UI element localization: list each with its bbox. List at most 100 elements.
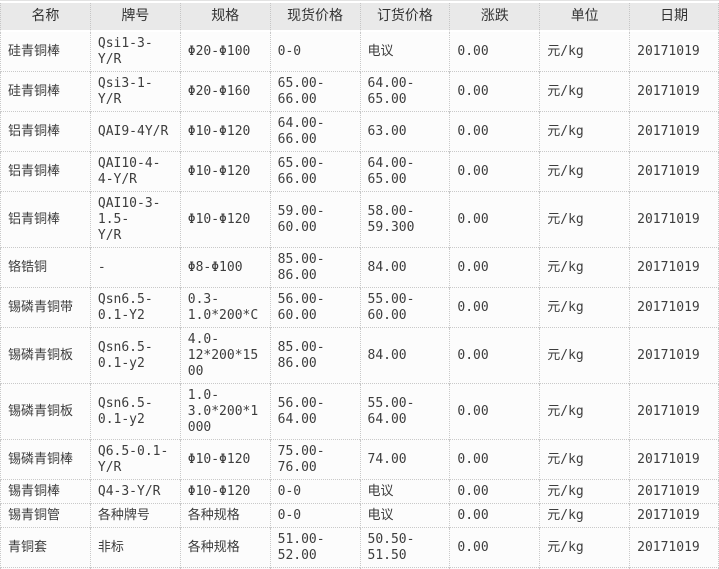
cell-change: 0.00 xyxy=(449,328,540,384)
cell-spec: Φ10-Φ120 xyxy=(179,152,270,192)
cell-brand: Qsn6.5-0.1-y2 xyxy=(89,384,180,440)
cell-unit: 元/kg xyxy=(539,384,630,440)
cell-name: 锡青铜管 xyxy=(0,504,90,528)
table-row: 铝青铜棒 QAI10-3-1.5- Y/R Φ10-Φ120 59.00-60.00 5… xyxy=(0,192,719,248)
cell-name: 锡磷青铜棒 xyxy=(0,440,90,480)
cell-date: 20171019 xyxy=(629,504,719,528)
price-table: 名称 牌号 规格 现货价格 订货价格 涨跌 单位 日期 硅青铜棒 Qsi1-3-Y… xyxy=(0,3,719,569)
cell-order-price: 74.00 xyxy=(359,440,450,480)
cell-brand: Qsn6.5-0.1-Y2 xyxy=(89,288,180,328)
cell-brand: Q4-3-Y/R xyxy=(89,480,180,504)
cell-change: 0.00 xyxy=(449,248,540,288)
cell-order-price: 55.00-60.00 xyxy=(359,288,450,328)
cell-brand: Qsn6.5-0.1-y2 xyxy=(89,328,180,384)
cell-spot-price: 0-0 xyxy=(269,480,360,504)
cell-change: 0.00 xyxy=(449,112,540,152)
cell-spec: Φ10-Φ120 xyxy=(179,480,270,504)
column-header-name: 名称 xyxy=(0,3,90,32)
cell-change: 0.00 xyxy=(449,440,540,480)
cell-order-price: 84.00 xyxy=(359,248,450,288)
cell-spec: Φ20-Φ160 xyxy=(179,72,270,112)
cell-spot-price: 85.00-86.00 xyxy=(269,248,360,288)
cell-spot-price: 51.00-52.00 xyxy=(269,528,360,568)
cell-change: 0.00 xyxy=(449,288,540,328)
cell-unit: 元/kg xyxy=(539,192,630,248)
cell-change: 0.00 xyxy=(449,192,540,248)
cell-change: 0.00 xyxy=(449,384,540,440)
cell-spec: Φ8-Φ100 xyxy=(179,248,270,288)
cell-date: 20171019 xyxy=(629,32,719,72)
cell-spot-price: 0-0 xyxy=(269,32,360,72)
table-row: 锡青铜棒 Q4-3-Y/R Φ10-Φ120 0-0 电议 0.00 元/kg 2017101… xyxy=(0,480,719,504)
cell-unit: 元/kg xyxy=(539,112,630,152)
cell-unit: 元/kg xyxy=(539,72,630,112)
cell-date: 20171019 xyxy=(629,192,719,248)
cell-brand: QAI9-4Y/R xyxy=(89,112,180,152)
cell-spot-price: 0-0 xyxy=(269,504,360,528)
cell-date: 20171019 xyxy=(629,72,719,112)
cell-unit: 元/kg xyxy=(539,504,630,528)
cell-name: 硅青铜棒 xyxy=(0,72,90,112)
cell-order-price: 64.00-65.00 xyxy=(359,72,450,112)
cell-order-price: 64.00-65.00 xyxy=(359,152,450,192)
cell-name: 硅青铜棒 xyxy=(0,32,90,72)
cell-brand: QAI10-3-1.5- Y/R xyxy=(89,192,180,248)
cell-name: 锡青铜棒 xyxy=(0,480,90,504)
cell-order-price: 84.00 xyxy=(359,328,450,384)
table-row: 青铜套 非标 各种规格 51.00-52.00 50.50-51.50 0.00 元/kg 2… xyxy=(0,528,719,568)
cell-spec: 4.0- 12*200*1500 xyxy=(179,328,270,384)
cell-spot-price: 56.00-60.00 xyxy=(269,288,360,328)
table-row: 铝青铜棒 QAI9-4Y/R Φ10-Φ120 64.00-66.00 63.00 0.0… xyxy=(0,112,719,152)
header-row: 名称 牌号 规格 现货价格 订货价格 涨跌 单位 日期 xyxy=(0,3,719,32)
cell-date: 20171019 xyxy=(629,440,719,480)
cell-name: 青铜套 xyxy=(0,528,90,568)
table-row: 锡磷青铜板 Qsn6.5-0.1-y2 1.0- 3.0*200*1000 56.00… xyxy=(0,384,719,440)
cell-change: 0.00 xyxy=(449,152,540,192)
cell-spec: 各种规格 xyxy=(179,528,270,568)
table-row: 锡磷青铜棒 Q6.5-0.1-Y/R Φ10-Φ120 75.00-76.00 74.0… xyxy=(0,440,719,480)
cell-date: 20171019 xyxy=(629,248,719,288)
cell-date: 20171019 xyxy=(629,480,719,504)
cell-unit: 元/kg xyxy=(539,528,630,568)
cell-order-price: 电议 xyxy=(359,32,450,72)
cell-spec: Φ10-Φ120 xyxy=(179,440,270,480)
cell-name: 铝青铜棒 xyxy=(0,112,90,152)
cell-unit: 元/kg xyxy=(539,152,630,192)
cell-spot-price: 64.00-66.00 xyxy=(269,112,360,152)
cell-unit: 元/kg xyxy=(539,248,630,288)
cell-name: 锡磷青铜板 xyxy=(0,328,90,384)
cell-brand: Qsi1-3-Y/R xyxy=(89,32,180,72)
column-header-spot-price: 现货价格 xyxy=(269,3,360,32)
table-row: 铝青铜棒 QAI10-4-4-Y/R Φ10-Φ120 65.00-66.00 64.0… xyxy=(0,152,719,192)
cell-date: 20171019 xyxy=(629,112,719,152)
cell-name: 锡磷青铜板 xyxy=(0,384,90,440)
cell-date: 20171019 xyxy=(629,528,719,568)
cell-spec: Φ20-Φ100 xyxy=(179,32,270,72)
cell-spec: 1.0- 3.0*200*1000 xyxy=(179,384,270,440)
cell-name: 铝青铜棒 xyxy=(0,152,90,192)
cell-spec: 0.3-1.0*200*C xyxy=(179,288,270,328)
table-row: 锡磷青铜带 Qsn6.5-0.1-Y2 0.3-1.0*200*C 56.00-60.… xyxy=(0,288,719,328)
cell-order-price: 电议 xyxy=(359,504,450,528)
cell-date: 20171019 xyxy=(629,288,719,328)
cell-unit: 元/kg xyxy=(539,32,630,72)
cell-name: 锡磷青铜带 xyxy=(0,288,90,328)
cell-spot-price: 56.00-64.00 xyxy=(269,384,360,440)
cell-name: 铝青铜棒 xyxy=(0,192,90,248)
table-header: 名称 牌号 规格 现货价格 订货价格 涨跌 单位 日期 xyxy=(0,3,719,32)
cell-spot-price: 65.00-66.00 xyxy=(269,72,360,112)
cell-date: 20171019 xyxy=(629,328,719,384)
cell-unit: 元/kg xyxy=(539,480,630,504)
column-header-unit: 单位 xyxy=(539,3,630,32)
cell-spec: 各种规格 xyxy=(179,504,270,528)
cell-order-price: 50.50-51.50 xyxy=(359,528,450,568)
cell-change: 0.00 xyxy=(449,72,540,112)
cell-change: 0.00 xyxy=(449,480,540,504)
table-row: 硅青铜棒 Qsi1-3-Y/R Φ20-Φ100 0-0 电议 0.00 元/kg 20171… xyxy=(0,32,719,72)
cell-name: 铬锆铜 xyxy=(0,248,90,288)
column-header-date: 日期 xyxy=(629,3,719,32)
table-row: 硅青铜棒 Qsi3-1-Y/R Φ20-Φ160 65.00-66.00 64.00-6… xyxy=(0,72,719,112)
cell-spec: Φ10-Φ120 xyxy=(179,112,270,152)
cell-brand: 各种牌号 xyxy=(89,504,180,528)
